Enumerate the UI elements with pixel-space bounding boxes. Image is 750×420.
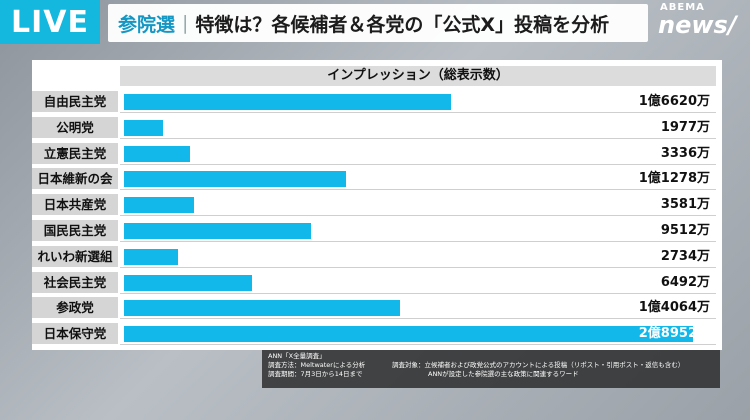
- bar-row: 自由民主党 1億6620万: [32, 90, 722, 113]
- headline-separator: |: [182, 12, 189, 34]
- category-label: 社会民主党: [32, 271, 118, 293]
- abema-news-logo: ABEMA news/: [654, 2, 746, 44]
- category-label: 参政党: [32, 297, 118, 319]
- bar: [124, 197, 195, 214]
- category-label: 自由民主党: [32, 91, 118, 112]
- footnote-period: 調査期間：7月3日から14日まで: [268, 370, 363, 378]
- bar-row: 立憲民主党 3336万: [32, 142, 722, 165]
- bar-row: 日本維新の会 1億1278万: [32, 167, 722, 191]
- data-label: 6492万: [660, 274, 710, 290]
- bar: [124, 223, 311, 239]
- logo-top-text: ABEMA: [660, 2, 705, 13]
- data-label: 2734万: [660, 248, 710, 264]
- bar: [124, 248, 178, 265]
- bar: [124, 145, 190, 162]
- category-label: 日本共産党: [32, 194, 118, 216]
- bar: [124, 119, 163, 136]
- row-divider: [120, 163, 716, 165]
- bar-row: 社会民主党 6492万: [32, 271, 722, 294]
- data-label: 1億4064万: [638, 300, 710, 316]
- footnote-keywords: ANNが設定した参院選の主な政策に関連するワード: [428, 370, 579, 378]
- chart-title: インプレッション（総表示数）: [120, 66, 716, 86]
- bar-row: 日本共産党 3581万: [32, 193, 722, 217]
- logo-main-text: news/: [658, 11, 737, 39]
- headline: 参院選 | 特徴は？各候補者＆各党の「公式X」投稿を分析: [108, 4, 648, 42]
- footnote-method: 調査方法：Meltwaterによる分析: [268, 361, 366, 369]
- bar-row: れいわ新選組 2734万: [32, 245, 722, 268]
- row-divider: [120, 137, 716, 139]
- footnote-target: 調査対象：立候補者および政党公式のアカウントによる投稿（リポスト・引用ポスト・返…: [392, 361, 685, 369]
- footnote: ANN「X全量調査」 調査方法：Meltwaterによる分析 調査期間：7月3日…: [262, 350, 720, 388]
- bar-row: 国民民主党 9512万: [32, 219, 722, 242]
- data-label: 2億8952万: [638, 326, 710, 342]
- data-label: 3336万: [660, 145, 710, 161]
- row-divider: [120, 215, 716, 217]
- bar-row: 日本保守党 2億8952万: [32, 322, 722, 346]
- bar-row: 公明党 1977万: [32, 116, 722, 139]
- category-label: 日本維新の会: [32, 168, 118, 190]
- row-divider: [120, 189, 716, 191]
- category-label: 立憲民主党: [32, 142, 118, 164]
- data-label: 1977万: [660, 119, 710, 135]
- impressions-chart: インプレッション（総表示数） 自由民主党 1億6620万公明党 1977万立憲民主党…: [32, 60, 722, 350]
- data-label: 1億6620万: [638, 94, 710, 109]
- data-label: 3581万: [660, 197, 710, 213]
- category-label: 日本保守党: [32, 323, 118, 345]
- live-badge: LIVE: [0, 0, 100, 44]
- top-banner: LIVE 参院選 | 特徴は？各候補者＆各党の「公式X」投稿を分析 ABEMA …: [0, 0, 750, 50]
- bar: [124, 300, 401, 317]
- category-label: 国民民主党: [32, 220, 118, 241]
- row-divider: [120, 318, 716, 320]
- bar: [124, 94, 451, 110]
- category-label: 公明党: [32, 116, 118, 138]
- row-divider: [120, 241, 716, 242]
- bar-row: 参政党 1億4064万: [32, 296, 722, 320]
- headline-title: 特徴は？各候補者＆各党の「公式X」投稿を分析: [195, 13, 610, 36]
- data-label: 1億1278万: [638, 171, 710, 187]
- headline-tag: 参院選: [118, 13, 176, 36]
- category-label: れいわ新選組: [32, 245, 118, 267]
- row-divider: [120, 112, 716, 113]
- bar: [124, 274, 252, 291]
- data-label: 9512万: [660, 223, 710, 238]
- bar: [124, 171, 346, 188]
- row-divider: [120, 344, 716, 346]
- row-divider: [120, 266, 716, 268]
- bar: [124, 326, 694, 343]
- footnote-source: ANN「X全量調査」: [268, 352, 326, 360]
- row-divider: [120, 292, 716, 294]
